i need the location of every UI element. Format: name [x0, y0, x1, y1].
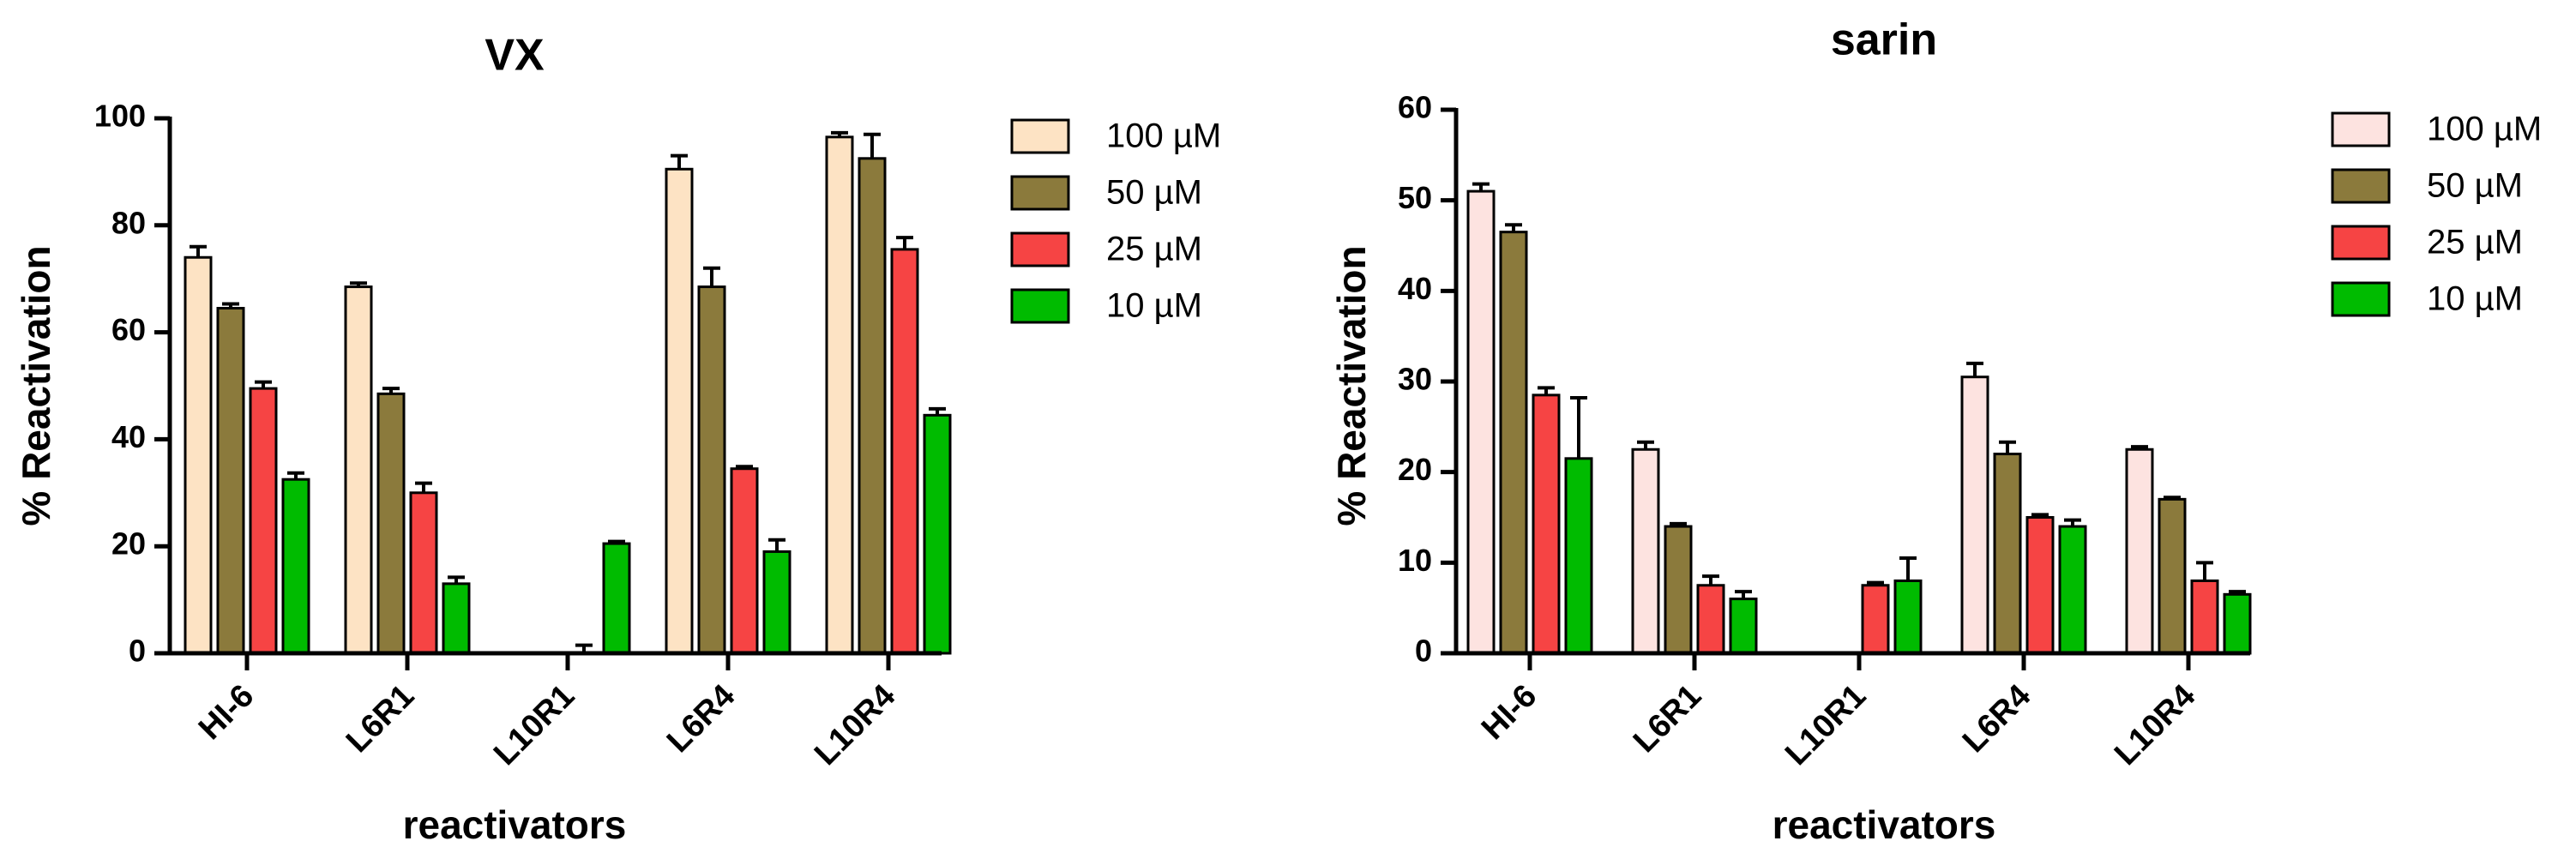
- chart-1: sarin % Reactivation reactivators 0 10 20 30 40…: [1329, 15, 2542, 847]
- bar: [602, 542, 631, 655]
- bar: [2158, 497, 2187, 655]
- bar: [409, 491, 438, 655]
- bar: [1993, 453, 2022, 655]
- y-tick-label: 0: [129, 634, 146, 669]
- bar: [281, 478, 310, 655]
- x-tick-label: HI-6: [192, 678, 261, 747]
- bar: [730, 467, 759, 655]
- chart-0: VX % Reactivation reactivators 0 20 40 60 80 100…: [14, 31, 1221, 847]
- bar: [1696, 584, 1725, 655]
- y-tick-label: 60: [1398, 90, 1432, 125]
- legend: 100 µM 50 µM 25 µM 10 µM: [1010, 117, 1221, 325]
- bar: [1532, 393, 1561, 655]
- bar: [442, 582, 471, 655]
- bar: [2190, 579, 2219, 655]
- bar: [825, 135, 854, 655]
- bar: [376, 392, 406, 655]
- y-tick-label: 30: [1398, 362, 1432, 397]
- bar: [344, 285, 373, 655]
- x-tick-label: L10R1: [487, 678, 581, 772]
- chart-title: sarin: [1831, 15, 1937, 65]
- legend-label: 25 µM: [2427, 224, 2523, 261]
- x-tick-label: HI-6: [1475, 678, 1544, 747]
- legend-swatch: [1010, 288, 1070, 324]
- y-axis-label: % Reactivation: [14, 245, 58, 526]
- legend-swatch: [1010, 231, 1070, 267]
- y-tick-label: 20: [1398, 452, 1432, 487]
- bar: [2025, 516, 2055, 655]
- y-tick-label: 80: [111, 205, 146, 240]
- bar: [1960, 375, 1989, 655]
- legend-swatch: [2331, 281, 2391, 317]
- legend-swatch: [2331, 225, 2391, 261]
- y-tick-label: 40: [111, 419, 146, 454]
- bar: [890, 248, 919, 655]
- bar: [216, 307, 245, 655]
- x-tick-label: L6R4: [660, 678, 742, 760]
- bar: [184, 255, 213, 655]
- bar: [665, 167, 694, 655]
- axes: [167, 117, 942, 656]
- bar: [1729, 598, 1758, 655]
- axes: [1454, 108, 2250, 656]
- legend-label: 50 µM: [1106, 174, 1202, 212]
- legend-label: 100 µM: [2427, 111, 2542, 148]
- legend-swatch: [1010, 118, 1070, 154]
- bar: [1664, 525, 1693, 655]
- x-tick-label: L10R1: [1779, 678, 1873, 772]
- bar: [697, 285, 726, 655]
- x-tick-label: L10R4: [2108, 678, 2202, 772]
- bar: [2125, 448, 2154, 655]
- bar: [858, 157, 887, 655]
- legend-swatch: [1010, 175, 1070, 211]
- bar: [249, 387, 278, 655]
- x-tick-label: L6R1: [1627, 678, 1708, 760]
- legend-swatch: [2331, 111, 2391, 147]
- y-tick-label: 40: [1398, 271, 1432, 306]
- bar: [1466, 189, 1496, 655]
- bar: [1861, 584, 1890, 655]
- x-tick-label: L6R1: [340, 678, 421, 760]
- chart-title: VX: [485, 31, 545, 81]
- legend-label: 10 µM: [1106, 287, 1202, 325]
- legend-label: 10 µM: [2427, 280, 2523, 318]
- bar: [1499, 231, 1528, 655]
- x-axis-label: reactivators: [403, 802, 627, 847]
- bar: [923, 413, 952, 655]
- bar: [1631, 448, 1660, 655]
- legend-label: 100 µM: [1106, 117, 1221, 155]
- legend-swatch: [2331, 168, 2391, 204]
- legend-label: 25 µM: [1106, 231, 1202, 268]
- y-tick-label: 60: [111, 312, 146, 347]
- x-tick-label: L6R4: [1956, 678, 2037, 760]
- x-tick-label: L10R4: [808, 678, 902, 772]
- y-tick-label: 50: [1398, 180, 1432, 215]
- y-tick-label: 100: [94, 99, 146, 134]
- bar: [2223, 592, 2252, 655]
- x-axis-label: reactivators: [1773, 802, 1996, 847]
- bar: [2058, 525, 2087, 655]
- bar: [762, 550, 791, 655]
- y-axis-label: % Reactivation: [1329, 245, 1374, 526]
- bar: [1893, 579, 1923, 655]
- bar: [1564, 457, 1593, 655]
- legend: 100 µM 50 µM 25 µM 10 µM: [2331, 111, 2542, 318]
- legend-label: 50 µM: [2427, 167, 2523, 205]
- y-tick-label: 0: [1415, 634, 1432, 669]
- y-tick-label: 10: [1398, 543, 1432, 578]
- y-tick-label: 20: [111, 526, 146, 562]
